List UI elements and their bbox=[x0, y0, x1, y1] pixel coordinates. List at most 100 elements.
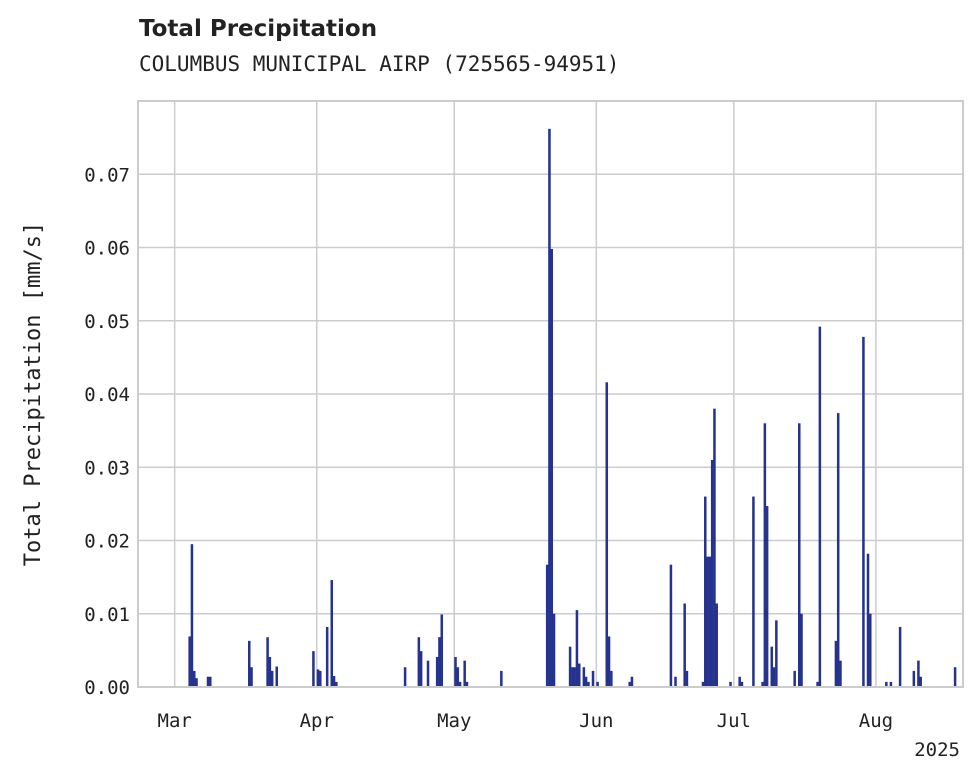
precipitation-bar bbox=[765, 506, 769, 687]
precipitation-bar bbox=[584, 676, 588, 687]
precipitation-bar bbox=[582, 667, 586, 687]
precipitation-bar bbox=[669, 564, 673, 687]
precipitation-bar bbox=[312, 651, 315, 687]
precipitation-bar bbox=[800, 613, 803, 687]
precipitation-bar bbox=[610, 670, 613, 687]
precipitation-bar bbox=[456, 667, 460, 687]
precipitation-bar bbox=[500, 670, 503, 687]
precipitation-bar bbox=[319, 670, 322, 687]
y-tick-label: 0.01 bbox=[84, 604, 130, 626]
x-tick-label: Mar bbox=[158, 710, 192, 732]
precipitation-bar bbox=[953, 667, 957, 687]
precipitation-bar bbox=[209, 676, 212, 687]
precipitation-bar bbox=[685, 670, 689, 687]
precipitation-bar bbox=[190, 544, 194, 687]
precipitation-bar bbox=[834, 640, 838, 687]
precipitation-bar bbox=[708, 556, 712, 687]
precipitation-bar bbox=[417, 637, 421, 687]
precipitation-bar bbox=[268, 656, 272, 687]
precipitation-bar bbox=[188, 636, 191, 687]
precipitation-bar bbox=[548, 128, 551, 687]
y-tick-label: 0.05 bbox=[84, 311, 130, 333]
precipitation-bar bbox=[332, 676, 336, 687]
precipitation-bar bbox=[839, 660, 842, 687]
precipitation-bar bbox=[206, 676, 210, 687]
precipitation-bar bbox=[775, 620, 778, 687]
year-label: 2025 bbox=[914, 739, 960, 761]
precipitation-bar bbox=[454, 656, 457, 687]
precipitation-bar bbox=[885, 681, 888, 687]
precipitation-bar bbox=[419, 651, 423, 687]
precipitation-bar bbox=[738, 676, 741, 687]
x-tick-label: Aug bbox=[859, 710, 893, 732]
precipitation-bar bbox=[713, 408, 716, 687]
precipitation-bar bbox=[587, 681, 590, 687]
precipitation-bar bbox=[575, 610, 579, 687]
precipitation-bar bbox=[552, 613, 556, 687]
y-tick-label: 0.04 bbox=[84, 384, 130, 406]
x-tick-label: Apr bbox=[300, 710, 334, 732]
y-tick-label: 0.06 bbox=[84, 238, 130, 260]
precipitation-bar bbox=[917, 660, 920, 687]
x-tick-label: Jul bbox=[717, 710, 751, 732]
precipitation-bar bbox=[889, 681, 893, 687]
precipitation-bar bbox=[674, 676, 677, 687]
precipitation-bar bbox=[715, 681, 719, 687]
precipitation-bar bbox=[836, 413, 840, 687]
precipitation-bar bbox=[701, 681, 705, 687]
precipitation-bar bbox=[628, 681, 631, 687]
precipitation-bar bbox=[403, 667, 407, 687]
precipitation-bar bbox=[706, 556, 709, 687]
precipitation-bar bbox=[335, 681, 338, 687]
precipitation-bar bbox=[862, 336, 865, 687]
precipitation-bar bbox=[919, 676, 922, 687]
precipitation-bar bbox=[912, 670, 916, 687]
precipitation-bar bbox=[438, 637, 441, 687]
precipitation-bar bbox=[704, 496, 707, 687]
precipitation-bar bbox=[250, 667, 253, 687]
precipitation-bar bbox=[426, 660, 430, 687]
precipitation-bar bbox=[193, 670, 196, 687]
precipitation-bar bbox=[266, 637, 269, 687]
precipitation-bar bbox=[869, 613, 872, 687]
precipitation-bar bbox=[578, 663, 581, 687]
precipitation-bar bbox=[710, 459, 714, 687]
precipitation-bar bbox=[898, 626, 902, 687]
precipitation-bar bbox=[772, 667, 776, 687]
precipitation-bar bbox=[435, 656, 439, 687]
precipitation-bar bbox=[793, 670, 796, 687]
precipitation-bar bbox=[440, 614, 444, 687]
precipitation-bar bbox=[591, 670, 595, 687]
precipitation-bar bbox=[458, 681, 462, 687]
precipitation-bar bbox=[866, 553, 870, 687]
y-tick-label: 0.07 bbox=[84, 164, 130, 186]
precipitation-bar bbox=[596, 681, 599, 687]
precipitation-bar bbox=[573, 667, 576, 687]
chart-subtitle: COLUMBUS MUNICIPAL AIRP (725565-94951) bbox=[139, 52, 620, 76]
precipitation-bar bbox=[195, 678, 198, 687]
precipitation-bar bbox=[325, 626, 329, 687]
x-tick-labels: Mar Apr May Jun Jul Aug bbox=[158, 710, 894, 732]
precipitation-bar bbox=[248, 640, 251, 687]
precipitation-bar bbox=[605, 382, 609, 687]
precipitation-bar bbox=[568, 646, 572, 687]
precipitation-bar bbox=[798, 423, 801, 687]
y-tick-label: 0.00 bbox=[84, 677, 130, 699]
precipitation-bar bbox=[630, 676, 634, 687]
precipitation-bar bbox=[761, 681, 764, 687]
precipitation-bar bbox=[763, 423, 767, 687]
precipitation-bar bbox=[740, 681, 744, 687]
precipitation-bar bbox=[683, 603, 686, 687]
plot-frame bbox=[137, 100, 964, 688]
precipitation-bar bbox=[816, 681, 819, 687]
precipitation-bar bbox=[275, 666, 279, 687]
precipitation-bar bbox=[463, 660, 466, 687]
y-tick-labels: 0.00 0.01 0.02 0.03 0.04 0.05 0.06 0.07 bbox=[84, 164, 130, 699]
y-tick-label: 0.02 bbox=[84, 531, 130, 553]
precipitation-bar bbox=[270, 670, 274, 687]
x-tick-label: May bbox=[437, 710, 471, 732]
precipitation-bar bbox=[818, 326, 822, 687]
precipitation-bar bbox=[729, 681, 732, 687]
precipitation-bar bbox=[550, 248, 554, 687]
